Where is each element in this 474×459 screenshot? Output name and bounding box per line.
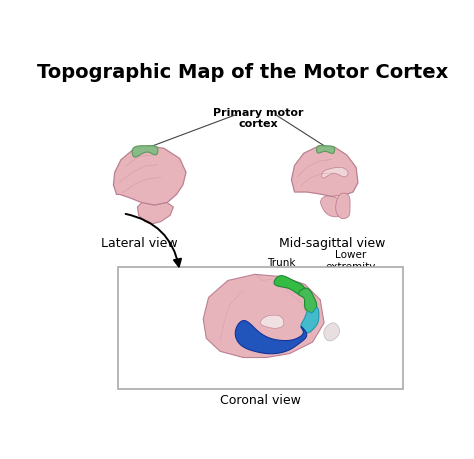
Polygon shape (324, 323, 339, 341)
Bar (118, 268, 403, 389)
Text: Coronal view: Coronal view (220, 393, 301, 407)
FancyArrowPatch shape (126, 214, 181, 267)
Text: Primary motor
cortex: Primary motor cortex (213, 107, 303, 129)
Text: Topographic Map of the Motor Cortex: Topographic Map of the Motor Cortex (37, 62, 448, 81)
Text: Lateral view: Lateral view (101, 237, 178, 250)
Text: Lower
extremity: Lower extremity (292, 250, 376, 284)
Polygon shape (235, 321, 307, 354)
Text: Mid-sagittal view: Mid-sagittal view (279, 237, 385, 250)
Polygon shape (301, 308, 319, 333)
Polygon shape (203, 275, 324, 358)
Polygon shape (299, 288, 317, 313)
Text: Upper extremity: Upper extremity (201, 269, 306, 318)
Polygon shape (113, 146, 186, 206)
Polygon shape (132, 146, 158, 158)
Polygon shape (260, 315, 284, 329)
Polygon shape (292, 146, 358, 197)
Polygon shape (274, 276, 307, 297)
Polygon shape (322, 168, 348, 179)
Polygon shape (320, 196, 348, 217)
Text: Face: Face (178, 311, 256, 338)
Polygon shape (137, 203, 173, 224)
Polygon shape (336, 194, 350, 219)
Polygon shape (317, 146, 335, 154)
Text: Trunk: Trunk (267, 257, 307, 299)
